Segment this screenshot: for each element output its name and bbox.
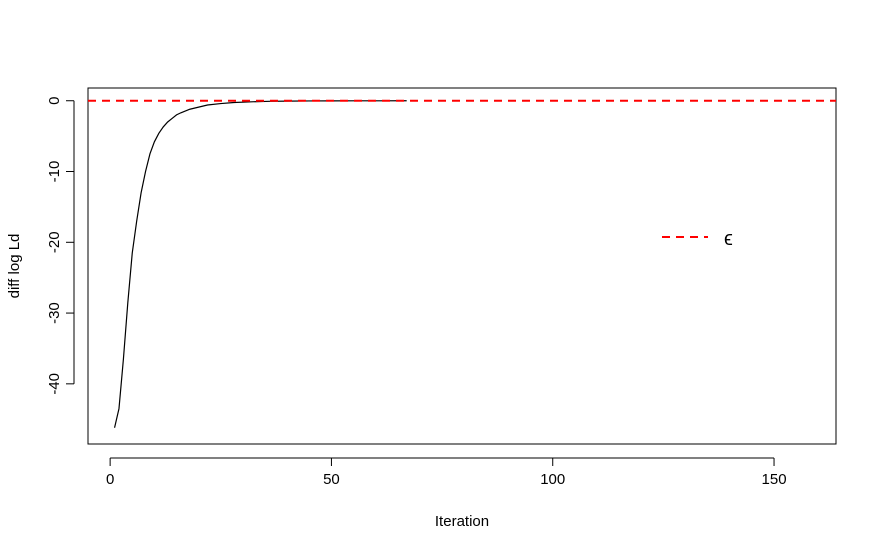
y-tick-label: -40	[46, 373, 63, 395]
y-tick-label: -30	[46, 302, 63, 324]
y-axis-title: diff log Ld	[6, 234, 23, 299]
plot-frame	[87, 87, 837, 445]
legend: ϵ	[662, 228, 733, 250]
x-tick-label: 150	[762, 471, 787, 488]
legend-label-epsilon: ϵ	[724, 228, 733, 250]
x-axis: 0 50 100 150	[106, 457, 787, 488]
y-tick-label: -10	[46, 161, 63, 183]
y-tick-label: 0	[46, 97, 63, 105]
y-tick-label: -20	[46, 231, 63, 253]
y-axis: 0 -10 -20 -30 -40	[46, 97, 75, 395]
x-tick-label: 0	[106, 471, 114, 488]
plot-area	[87, 87, 837, 445]
x-axis-title: Iteration	[435, 513, 489, 530]
data-layer	[88, 99, 836, 428]
diff-log-ld-line	[113, 100, 407, 428]
x-tick-label: 100	[540, 471, 565, 488]
x-tick-label: 50	[323, 471, 340, 488]
